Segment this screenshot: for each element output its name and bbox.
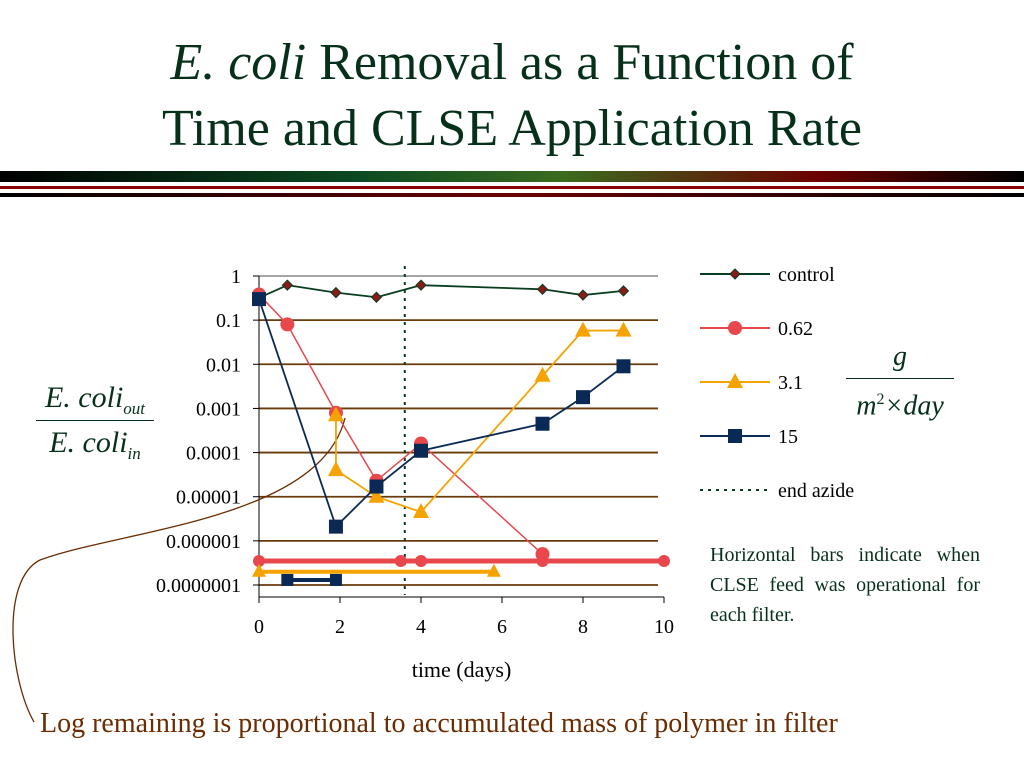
legend-marker-3.1 — [727, 373, 743, 388]
data-point-0.62 — [535, 547, 550, 562]
y-tick-label: 0.001 — [196, 398, 241, 420]
slide-title: E. coli Removal as a Function of Time an… — [0, 30, 1024, 162]
ratio-label: E. coliout E. coliin — [30, 378, 160, 463]
data-point-3.1 — [327, 406, 344, 422]
x-tick-label: 0 — [254, 616, 264, 638]
data-point-15 — [369, 479, 384, 494]
legend-label-0.62: 0.62 — [778, 318, 813, 340]
feed-bar-marker — [658, 554, 670, 567]
feed-bar-marker — [486, 563, 501, 577]
data-point-control — [617, 285, 630, 297]
y-tick-label: 1 — [231, 266, 241, 288]
x-tick-label: 8 — [578, 616, 588, 638]
units-rest: ×day — [884, 390, 944, 422]
data-point-0.62 — [280, 317, 295, 332]
legend-label-end-azide: end azide — [778, 480, 854, 502]
ratio-numerator-text: E. coli — [44, 381, 124, 414]
series-line-15 — [258, 298, 625, 529]
feed-bar-marker — [394, 554, 407, 567]
data-point-15 — [252, 292, 266, 307]
bottom-caption: Log remaining is proportional to accumul… — [40, 708, 838, 739]
feed-bar-marker — [329, 573, 342, 586]
data-point-15 — [616, 359, 631, 374]
y-tick-label: 0.0001 — [186, 443, 241, 465]
feed-bar-marker — [281, 573, 294, 586]
legend-marker-0.62 — [728, 321, 742, 335]
legend-marker-control — [729, 268, 741, 280]
x-tick-label: 6 — [497, 616, 507, 638]
data-point-control — [330, 286, 342, 299]
data-point-3.1 — [368, 487, 385, 503]
units-label: g m2×day — [842, 340, 958, 421]
data-point-control — [415, 279, 427, 291]
legend-label-15: 15 — [778, 426, 798, 448]
annotation-curve — [12, 417, 346, 723]
units-m: m — [856, 390, 877, 422]
x-tick-label: 10 — [654, 616, 674, 638]
x-tick-label: 4 — [416, 616, 426, 638]
title-rule-thin — [0, 193, 1024, 197]
data-point-15 — [328, 519, 343, 534]
x-axis-label: time (days) — [412, 657, 512, 682]
data-point-control — [577, 289, 589, 301]
data-point-3.1 — [327, 461, 344, 477]
data-point-15 — [576, 390, 590, 405]
ratio-numerator-sub: out — [123, 399, 146, 418]
title-line1: Removal as a Function of — [306, 34, 854, 91]
legend-marker-15 — [728, 429, 742, 443]
data-point-15 — [535, 416, 550, 431]
data-point-3.1 — [534, 366, 551, 382]
units-bar — [846, 378, 954, 379]
data-point-3.1 — [413, 503, 429, 519]
series-line-control — [258, 284, 624, 299]
legend-label-3.1: 3.1 — [778, 372, 803, 394]
title-line2: Time and CLSE Application Rate — [161, 100, 863, 157]
legend-label-control: control — [778, 264, 835, 286]
title-italic: E. coli — [170, 34, 307, 91]
title-rule-thick — [0, 171, 1024, 182]
ratio-denominator-text: E. coli — [49, 426, 128, 459]
feed-bar-marker — [252, 563, 266, 577]
x-tick-label: 2 — [335, 616, 345, 638]
data-point-control — [281, 279, 294, 291]
ratio-bar — [36, 420, 154, 421]
y-tick-label: 0.01 — [206, 354, 241, 376]
data-point-3.1 — [615, 321, 632, 337]
data-point-control — [536, 283, 549, 295]
y-tick-label: 0.000001 — [166, 531, 241, 553]
title-rule-red — [0, 186, 1024, 189]
ratio-denominator: E. coliin — [30, 423, 160, 463]
feed-bar-marker — [253, 554, 265, 567]
units-exp: 2 — [876, 391, 885, 408]
y-tick-label: 0.1 — [216, 310, 241, 332]
y-tick-label: 0.00001 — [176, 487, 241, 509]
ratio-denominator-sub: in — [127, 444, 141, 463]
units-numerator: g — [893, 341, 907, 372]
ratio-numerator: E. coliout — [30, 378, 160, 418]
bars-note: Horizontal bars indicate when CLSE feed … — [710, 544, 980, 626]
feed-bar-marker — [415, 554, 427, 567]
units-denominator: m2×day — [842, 383, 958, 421]
data-point-3.1 — [575, 321, 591, 337]
data-point-15 — [414, 443, 428, 458]
y-tick-label: 0.0000001 — [156, 575, 241, 597]
data-point-control — [370, 291, 383, 303]
